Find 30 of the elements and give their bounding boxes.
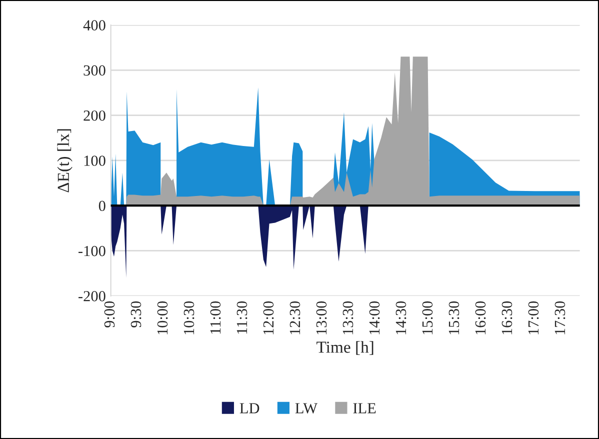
legend-label: LD bbox=[240, 403, 260, 414]
x-tick-label: 14:30 bbox=[396, 301, 406, 334]
x-tick-label: 13:30 bbox=[342, 301, 354, 334]
x-tick-label: 14:00 bbox=[369, 301, 380, 334]
legend-label: LW bbox=[295, 403, 318, 414]
x-tick-label: 11:30 bbox=[236, 301, 248, 334]
y-tick-label: -100 bbox=[78, 246, 106, 256]
y-axis-title: ΔE(t) [lx] bbox=[57, 129, 72, 192]
y-tick-label: 200 bbox=[84, 110, 106, 121]
legend-label: ILE bbox=[353, 403, 376, 414]
x-tick-label: 16:00 bbox=[475, 301, 486, 334]
x-tick-label: 17:00 bbox=[528, 301, 539, 334]
x-tick-label: 9:30 bbox=[130, 301, 142, 328]
x-tick-label: 11:00 bbox=[210, 301, 221, 334]
y-tick-label: 400 bbox=[83, 20, 106, 30]
x-tick-label: 16:30 bbox=[502, 301, 512, 334]
y-tick-label: 0 bbox=[98, 200, 106, 212]
y-tick-label: -200 bbox=[78, 291, 106, 302]
y-tick-label: 300 bbox=[84, 65, 106, 76]
x-tick-label: 9:00 bbox=[104, 301, 115, 328]
x-tick-label: 15:30 bbox=[448, 301, 460, 334]
x-tick-label: 10:00 bbox=[157, 301, 168, 334]
x-tick-label: 10:30 bbox=[184, 301, 194, 334]
x-tick-label: 13:00 bbox=[316, 301, 327, 334]
x-tick-label: 17:30 bbox=[554, 301, 566, 334]
x-axis-title: Time [h] bbox=[316, 341, 374, 355]
x-tick-label: 12:30 bbox=[290, 301, 300, 334]
x-tick-label: 15:00 bbox=[422, 301, 433, 334]
x-tick-label: 12:00 bbox=[263, 301, 274, 334]
y-tick-label: 100 bbox=[84, 156, 106, 166]
